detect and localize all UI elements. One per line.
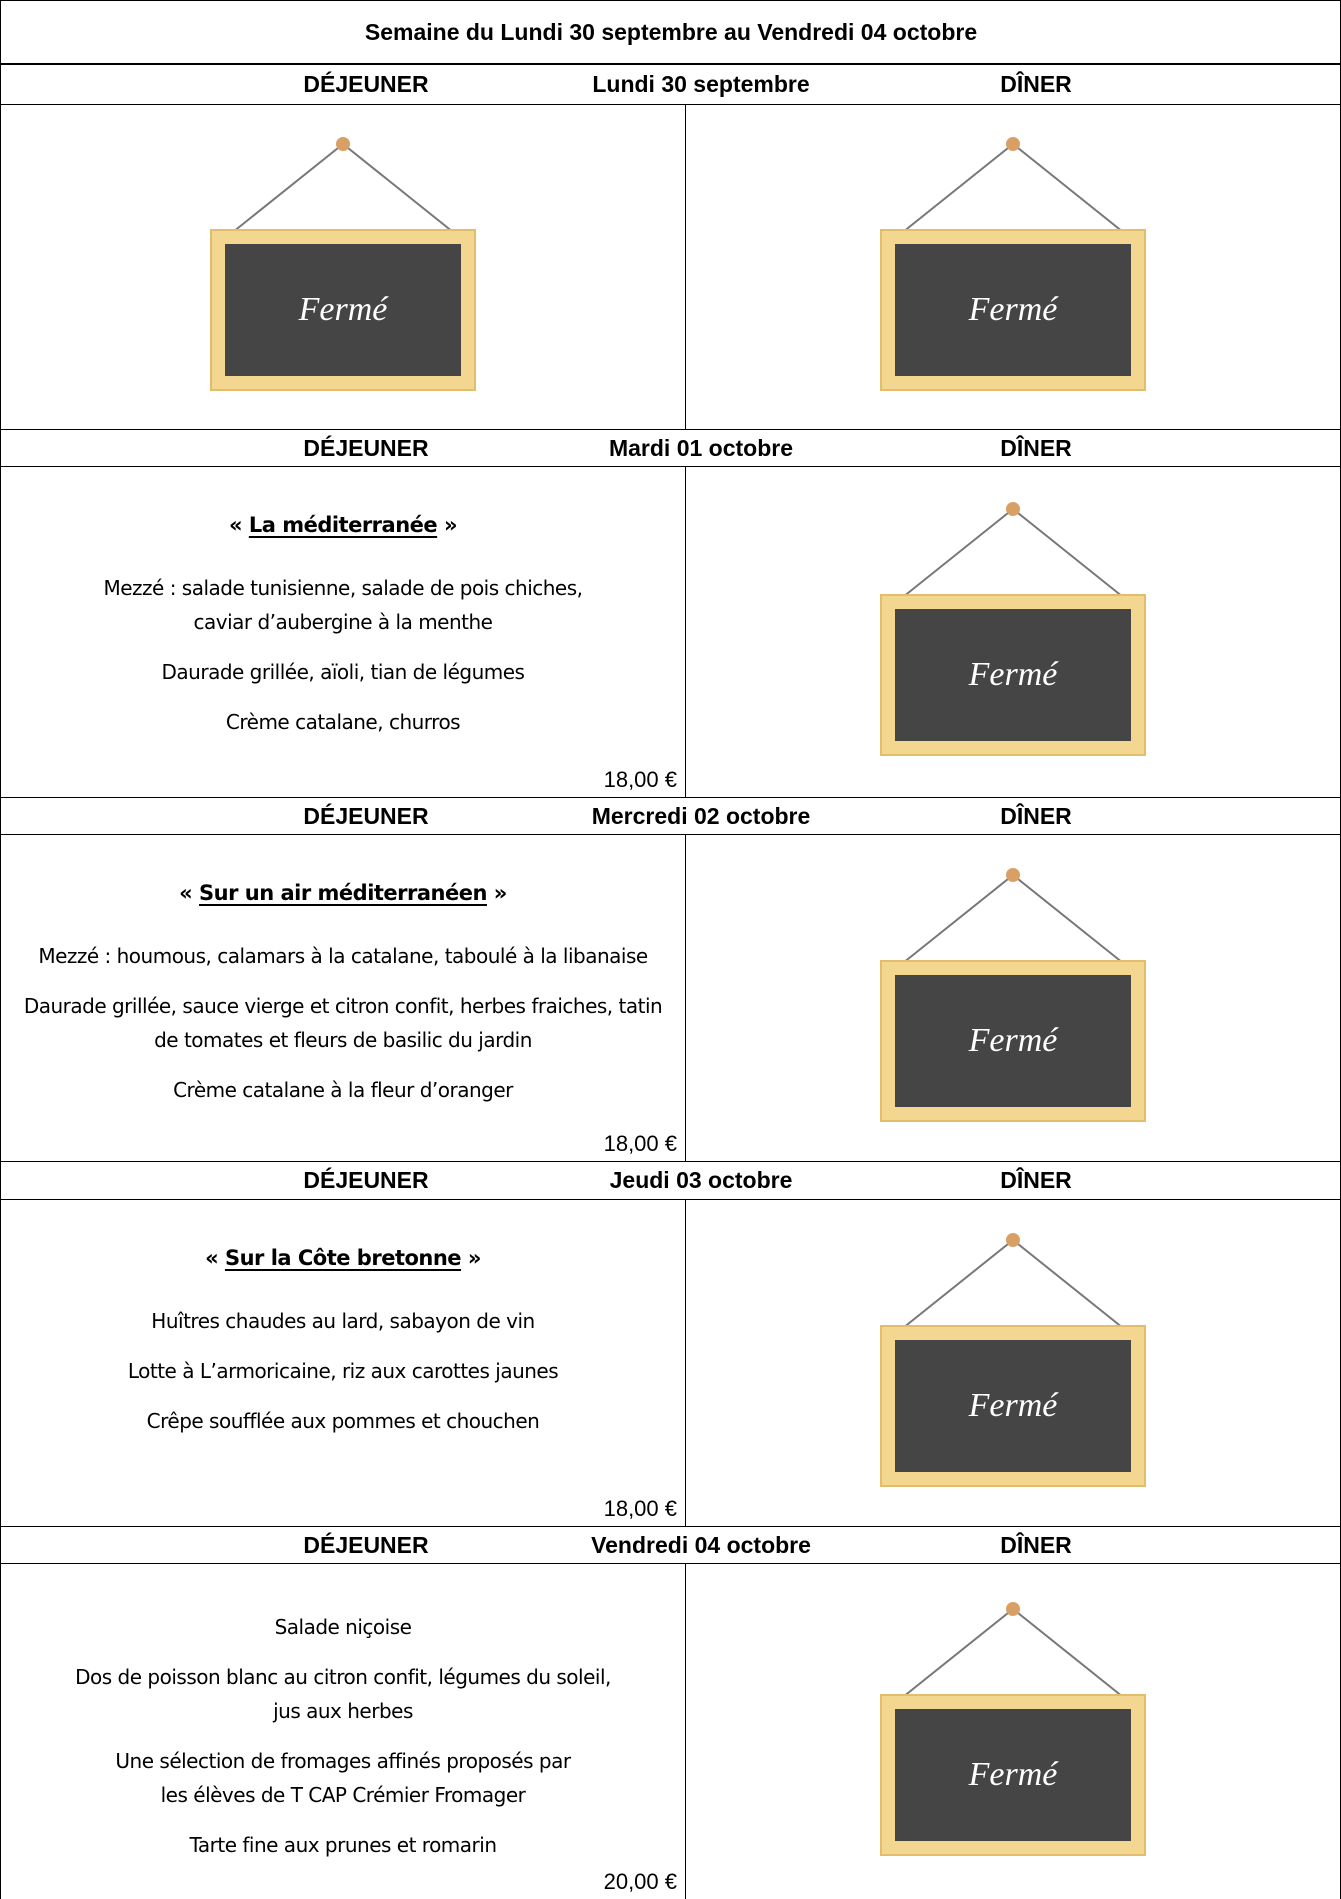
day-date: Mercredi 02 octobre [591,802,811,829]
lunch-cell: « Sur un air méditerranéen » Mezzé : houm… [0,834,686,1162]
quote-open: « [179,881,193,905]
menu-item: Une sélection de fromages affinés propos… [115,1744,571,1812]
menu-line: Crème catalane, churros [225,710,461,734]
quote-open: « [228,513,243,537]
menu-item: Daurade grillée, sauce vierge et citron … [23,989,663,1057]
menu: « Sur la Côte bretonne » Huîtres chaudes … [1,1200,685,1526]
dinner-label: DÎNER [1000,802,1072,829]
price: 18,00 € [603,1131,677,1156]
price: 18,00 € [603,1496,677,1521]
dinner-cell: Fermé [685,104,1341,430]
title-row: Semaine du Lundi 30 septembre au Vendred… [0,0,1341,64]
menu-line: Crêpe soufflée aux pommes et chouchen [146,1409,540,1433]
closed-text: Fermé [968,656,1060,693]
menu-line: Dos de poisson blanc au citron confit, l… [75,1665,611,1689]
dinner-label: DÎNER [1000,1167,1072,1193]
menu-line: jus aux herbes [273,1699,413,1723]
dinner-cell: Fermé [685,834,1341,1162]
lunch-label: DÉJEUNER [303,1531,429,1558]
menu-line: Daurade grillée, sauce vierge et citron … [23,994,663,1018]
day-date: Vendredi 04 octobre [591,1531,811,1558]
menu-item: Daurade grillée, aïoli, tian de légumes [162,655,525,689]
day-date: Lundi 30 septembre [592,71,810,97]
menu-item: Crème catalane à la fleur d’oranger [173,1073,513,1107]
dinner-cell: Fermé [685,1563,1341,1899]
closed-text: Fermé [298,291,390,328]
day-header: DÉJEUNER Mercredi 02 octobre DÎNER [0,797,1341,835]
menu: « La méditerranée » Mezzé : salade tunisi… [1,467,685,797]
lunch-label: DÉJEUNER [303,71,429,97]
closed-sign: Fermé [880,502,1146,756]
quote-close: » [467,1246,482,1270]
day-header: DÉJEUNER Jeudi 03 octobre DÎNER [0,1161,1341,1200]
menu-item: Crêpe soufflée aux pommes et chouchen [147,1404,540,1438]
menu-line: Une sélection de fromages affinés propos… [115,1749,571,1773]
day-header: DÉJEUNER Vendredi 04 octobre DÎNER [0,1526,1341,1564]
lunch-label: DÉJEUNER [303,1167,429,1193]
menu-item: Dos de poisson blanc au citron confit, l… [75,1660,611,1728]
dinner-label: DÎNER [1000,434,1072,461]
menu: Salade niçoise Dos de poisson blanc au ci… [1,1564,685,1899]
menu-line: Crème catalane à la fleur d’oranger [173,1078,513,1102]
closed-text: Fermé [968,1387,1060,1424]
menu-item: Crème catalane, churros [225,705,461,739]
menu-title: « La méditerranée » [228,513,458,537]
closed-sign: Fermé [880,137,1146,391]
menu-title: « Sur la Côte bretonne » [205,1246,481,1270]
menu-line: Mezzé : houmous, calamars à la catalane,… [38,944,648,968]
day-header: DÉJEUNER Mardi 01 octobre DÎNER [0,429,1341,467]
menu-line: les élèves de T CAP Crémier Fromager [160,1783,526,1807]
week-title: Semaine du Lundi 30 septembre au Vendred… [364,18,978,45]
menu-line: caviar d’aubergine à la menthe [193,610,493,634]
dinner-cell: Fermé [685,466,1341,798]
menu-name: Sur la Côte bretonne [224,1246,462,1270]
closed-sign: Fermé [880,1601,1146,1856]
closed-sign: Fermé [880,868,1146,1122]
closed-text: Fermé [968,1756,1060,1793]
menu-line: Tarte fine aux prunes et romarin [189,1833,497,1857]
price: 20,00 € [603,1869,677,1894]
dinner-cell: Fermé [685,1199,1341,1527]
menu: « Sur un air méditerranéen » Mezzé : houm… [1,835,685,1161]
menu-name: La méditerranée [248,513,438,537]
day-date: Mardi 01 octobre [608,434,794,461]
closed-sign: Fermé [880,1233,1146,1487]
lunch-label: DÉJEUNER [303,802,429,829]
lunch-cell: Salade niçoise Dos de poisson blanc au ci… [0,1563,686,1899]
closed-sign: Fermé [210,137,476,391]
quote-close: » [443,513,458,537]
menu-line: Mezzé : salade tunisienne, salade de poi… [103,576,583,600]
dinner-label: DÎNER [1000,1531,1072,1558]
menu-title: « Sur un air méditerranéen » [179,881,507,905]
menu-item: Huîtres chaudes au lard, sabayon de vin [151,1304,535,1338]
menu-line: Salade niçoise [274,1615,412,1639]
menu-item: Lotte à L’armoricaine, riz aux carottes … [127,1354,559,1388]
day-date: Jeudi 03 octobre [609,1167,793,1193]
lunch-cell: Fermé [0,104,686,430]
dinner-label: DÎNER [1000,71,1072,97]
menu-item: Mezzé : houmous, calamars à la catalane,… [38,939,648,973]
lunch-label: DÉJEUNER [303,434,429,461]
closed-text: Fermé [968,291,1060,328]
menu-line: de tomates et fleurs de basilic du jardi… [154,1028,532,1052]
lunch-cell: « Sur la Côte bretonne » Huîtres chaudes … [0,1199,686,1527]
quote-open: « [205,1246,219,1270]
menu-line: Huîtres chaudes au lard, sabayon de vin [151,1309,535,1333]
menu-line: Lotte à L’armoricaine, riz aux carottes … [127,1359,559,1383]
menu-item: Salade niçoise [275,1610,412,1644]
menu-line: Daurade grillée, aïoli, tian de légumes [161,660,525,684]
lunch-cell: « La méditerranée » Mezzé : salade tunisi… [0,466,686,798]
price: 18,00 € [603,767,677,792]
quote-close: » [493,881,508,905]
closed-text: Fermé [968,1022,1060,1059]
day-header: DÉJEUNER Lundi 30 septembre DÎNER [0,64,1341,105]
menu-item: Mezzé : salade tunisienne, salade de poi… [103,571,583,639]
menu-item: Tarte fine aux prunes et romarin [189,1828,497,1862]
menu-name: Sur un air méditerranéen [199,881,487,905]
